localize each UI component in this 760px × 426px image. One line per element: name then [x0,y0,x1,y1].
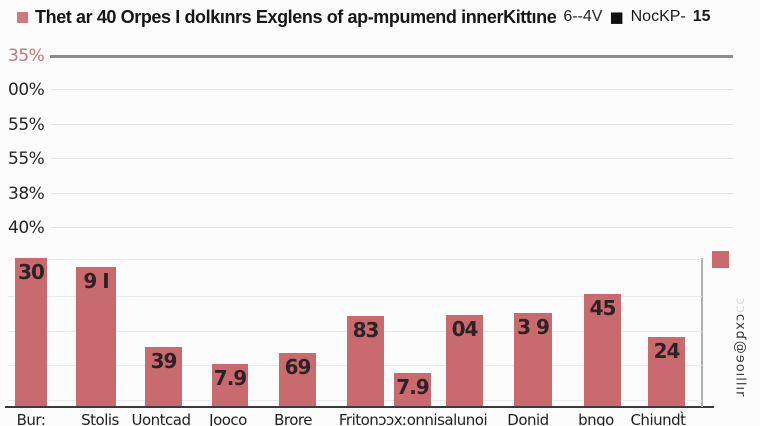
right-axis-label-faint: ɔɔ [732,297,748,314]
bar: 7.9 [394,373,431,406]
y-axis-tick-label: 38% [8,184,45,204]
bar: 39 [145,347,182,406]
gridline [50,158,733,159]
x-axis-line [5,406,714,408]
title-tail-value: 15 [692,8,711,25]
bar-value-label: 45 [589,296,617,320]
chart-title: Thet ar 40 Orpes I dolkınrs Exglens of a… [35,6,557,27]
bar: 04 [446,315,483,406]
bar-value-label: 69 [284,355,312,379]
legend-swatch-icon [712,251,729,268]
x-axis-tick-label: Jooco [209,411,247,426]
bar-value-label: 7.9 [396,375,429,399]
x-axis-tick-label: bngo [578,411,614,426]
x-axis-tick-label: Stolis [81,411,119,426]
y-axis-tick-label: 55% [8,149,45,169]
bar: 24 [648,337,685,406]
bar: 45 [584,294,621,406]
gridline [8,296,702,297]
title-legend-swatch-icon [17,11,28,23]
gridline-top [50,55,733,58]
bar-value-label: 83 [352,318,380,342]
gridline [50,89,733,90]
x-axis-tick-label: Fritonɔɔxːonnisalunoi [338,411,488,426]
bar-value-label: 24 [653,339,681,363]
bar: 9 I [76,267,116,406]
title-tail: NocKP- [630,8,686,25]
bar-value-label: 3 9 [517,315,550,339]
chart-title-bar: Thet ar 40 Orpes I dolkınrs Exglens of a… [17,5,757,29]
bar: 7.9 [212,364,248,406]
gridline [50,227,733,228]
gridline [8,259,702,260]
x-axis-tick-label: Brore [274,411,312,426]
gridline [50,193,733,194]
bar: 83 [347,316,384,406]
right-axis-label: ɔɔcxɗ@ɘoıllır [733,268,748,426]
bar-value-label: 39 [150,349,178,373]
bar-value-label: 9 I [83,269,109,293]
right-axis-label-text: cxɗ@ɘoıllır [732,313,748,398]
x-axis-tick-label: Bur: [16,411,46,426]
bar: 69 [279,353,316,406]
x-axis-tick-label: Uontcad [131,411,191,426]
black-square-icon: ■ [609,7,624,26]
bar-value-label: 7.9 [213,366,247,390]
y-axis-tick-label: 40% [8,218,45,238]
x-axis-tick-label: Donid [507,411,549,426]
bar: 3 9 [514,313,552,406]
bar: 30 [15,258,47,406]
bar-value-label: 04 [451,317,479,341]
title-suffix: 6--4V [563,8,603,25]
bar-value-label: 30 [18,260,45,284]
x-axis-tick-label: Chiundt̀ [630,411,686,426]
y-axis-tick-label: 00% [8,80,45,100]
gridline [50,124,733,125]
y-axis-tick-label: 35% [8,46,45,66]
y-axis-tick-label: 55% [8,115,45,135]
right-axis-line [701,258,703,407]
